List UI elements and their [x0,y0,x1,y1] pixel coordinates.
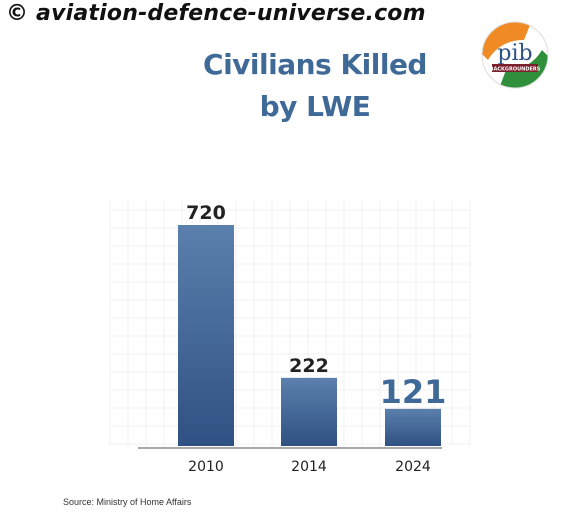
x-tick-label-2014: 2014 [291,459,327,475]
watermark: © aviation-defence-universe.com [6,1,426,26]
data-label-2024: 121 [380,373,447,411]
bar-2010 [178,225,234,446]
pib-logo: pib BACKGROUNDERS [481,21,549,89]
chart-bars [178,225,441,446]
data-label-2014: 222 [289,355,329,377]
chart-title-line-2: by LWE [259,90,371,123]
logo-badge: BACKGROUNDERS [490,67,541,73]
bar-2024 [385,408,441,446]
chart-title-line-1: Civilians Killed [203,48,427,81]
data-label-2010: 720 [186,202,226,224]
source-note: Source: Ministry of Home Affairs [63,497,192,507]
x-tick-label-2024: 2024 [395,459,431,475]
chart-labels: 720 2010 222 2014 121 2024 [138,202,446,475]
logo-text: pib [497,41,532,66]
x-tick-label-2010: 2010 [188,459,224,475]
bar-2014 [281,377,337,446]
